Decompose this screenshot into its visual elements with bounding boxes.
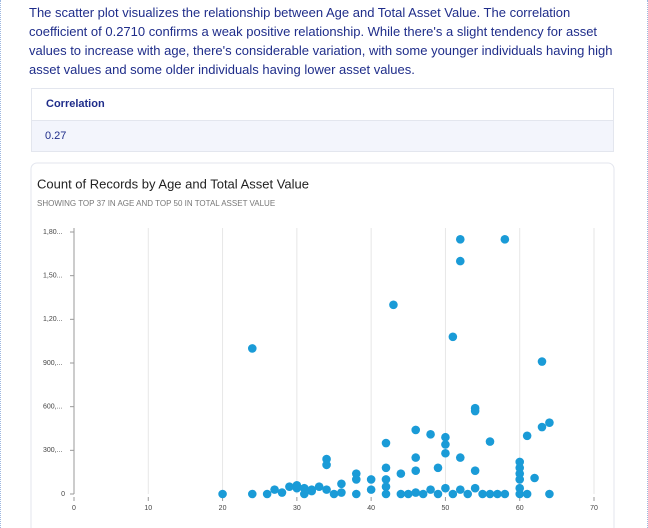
point [537,357,547,366]
point [322,485,331,494]
point [247,344,257,353]
table-cell: 0.27 [32,121,613,151]
x-tick-label: 70 [590,505,598,512]
point [366,485,376,494]
point [433,489,443,499]
point [493,489,502,499]
point [500,234,510,244]
chart-subtitle: SHOWING TOP 37 IN AGE AND TOP 50 IN TOTA… [37,199,275,208]
y-tick-label: 1,80... [43,229,63,236]
point [381,475,391,484]
point [381,463,391,473]
point [455,234,465,244]
point [441,432,450,442]
point [441,483,450,493]
chart-card [30,162,615,528]
point [314,482,324,492]
point [337,488,346,497]
point [411,466,421,476]
point [515,483,525,493]
point [403,489,413,499]
y-tick-label: 0 [61,491,65,498]
point [478,489,487,499]
point [426,430,435,439]
point [396,489,406,499]
point [433,463,443,473]
point [530,473,539,483]
point [299,489,309,499]
table: Correlation 0.27 [31,88,614,152]
point [418,489,428,499]
point [463,489,473,499]
point [292,483,302,493]
point [411,453,421,462]
x-tick-label: 20 [219,505,227,512]
y-tick-label: 300,... [43,447,63,454]
point [441,440,450,449]
point [485,489,495,499]
point [448,489,458,499]
x-tick-label: 30 [293,505,301,512]
point [485,437,495,446]
point [337,479,346,489]
x-tick-label: 10 [144,505,152,512]
point [351,489,361,499]
point [537,422,547,432]
point [470,406,480,416]
y-tick-label: 1,20... [43,316,63,323]
point [262,489,272,499]
y-tick-label: 600,... [43,404,63,411]
point [381,489,391,499]
point [247,489,257,499]
point [515,475,525,484]
point [351,475,361,484]
point [411,425,421,435]
point [218,489,227,499]
point [270,485,279,494]
point [522,489,532,499]
point [366,475,376,484]
point [411,488,421,497]
y-tick-label: 900,... [43,360,63,367]
point [448,332,458,342]
point [389,300,398,310]
point [322,460,331,470]
answer-text: The scatter plot visualizes the relation… [29,5,613,77]
point [455,453,465,462]
point [522,431,532,441]
point [277,488,287,497]
y-tick-label: 1,50... [43,273,63,280]
point [455,256,465,266]
point [470,483,480,493]
point [545,418,554,427]
table-header: Correlation [32,89,613,121]
point [307,485,317,494]
point [381,482,391,492]
chart-title: Count of Records by Age and Total Asset … [37,176,309,191]
point [396,469,406,478]
x-tick-label: 0 [72,505,76,512]
point [426,485,435,494]
point [500,489,510,499]
point [441,448,450,458]
x-tick-label: 50 [442,505,450,512]
point [470,466,480,476]
x-tick-label: 40 [367,505,375,512]
point [455,485,465,494]
point [285,482,294,492]
point [381,438,391,448]
point [329,489,339,499]
x-tick-label: 60 [516,505,524,512]
point [545,489,554,499]
